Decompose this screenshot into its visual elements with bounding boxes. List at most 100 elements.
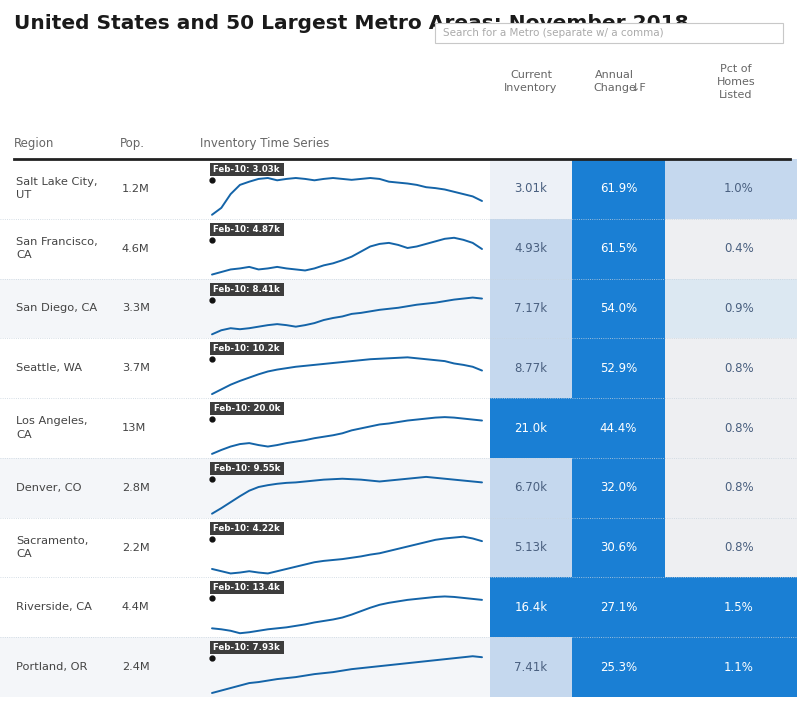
Text: 4.6M: 4.6M xyxy=(122,244,150,253)
Text: 4.4M: 4.4M xyxy=(122,602,150,612)
Text: 16.4k: 16.4k xyxy=(514,601,548,614)
Text: 44.4%: 44.4% xyxy=(600,421,637,435)
Text: 13M: 13M xyxy=(122,423,147,433)
Bar xyxy=(0,578,490,637)
Text: Pop.: Pop. xyxy=(120,138,145,150)
Text: Feb-10: 9.55k: Feb-10: 9.55k xyxy=(214,464,280,473)
Bar xyxy=(0,338,490,398)
Text: 0.4%: 0.4% xyxy=(724,242,754,255)
Bar xyxy=(572,338,665,398)
Text: Feb-10: 4.87k: Feb-10: 4.87k xyxy=(214,225,281,234)
Text: 1.0%: 1.0% xyxy=(724,183,754,195)
Bar xyxy=(572,219,665,279)
Text: 2.4M: 2.4M xyxy=(122,662,150,672)
Text: 7.17k: 7.17k xyxy=(514,302,548,315)
Bar xyxy=(665,398,797,458)
FancyBboxPatch shape xyxy=(210,462,284,475)
Text: Denver, CO: Denver, CO xyxy=(16,483,81,493)
FancyBboxPatch shape xyxy=(210,223,284,236)
Bar xyxy=(0,159,490,219)
FancyBboxPatch shape xyxy=(210,163,284,176)
Text: 0.8%: 0.8% xyxy=(724,541,754,554)
Text: 6.70k: 6.70k xyxy=(515,482,548,494)
Bar xyxy=(0,279,490,338)
FancyBboxPatch shape xyxy=(210,522,284,535)
Text: 2.8M: 2.8M xyxy=(122,483,150,493)
Text: 0.8%: 0.8% xyxy=(724,421,754,435)
Bar xyxy=(572,578,665,637)
Text: ↓F: ↓F xyxy=(630,83,646,93)
Bar xyxy=(490,517,572,578)
Text: Salt Lake City,
UT: Salt Lake City, UT xyxy=(16,178,97,201)
Text: 3.7M: 3.7M xyxy=(122,363,150,373)
Bar xyxy=(0,398,490,458)
Text: Feb-10: 20.0k: Feb-10: 20.0k xyxy=(214,404,280,413)
Bar xyxy=(490,159,572,219)
Text: 25.3%: 25.3% xyxy=(600,661,637,674)
Text: 0.8%: 0.8% xyxy=(724,482,754,494)
Text: 52.9%: 52.9% xyxy=(600,362,637,375)
FancyBboxPatch shape xyxy=(210,343,284,355)
Text: 61.5%: 61.5% xyxy=(600,242,637,255)
Text: 21.0k: 21.0k xyxy=(515,421,548,435)
Text: Feb-10: 3.03k: Feb-10: 3.03k xyxy=(214,165,280,174)
Text: United States and 50 Largest Metro Areas: November 2018: United States and 50 Largest Metro Areas… xyxy=(14,14,689,33)
Bar xyxy=(665,279,797,338)
Bar xyxy=(490,279,572,338)
Bar xyxy=(572,159,665,219)
Bar xyxy=(490,398,572,458)
Bar xyxy=(665,517,797,578)
Bar xyxy=(665,219,797,279)
Text: Sacramento,
CA: Sacramento, CA xyxy=(16,536,88,559)
Bar xyxy=(572,517,665,578)
Text: San Francisco,
CA: San Francisco, CA xyxy=(16,237,98,260)
Text: Feb-10: 7.93k: Feb-10: 7.93k xyxy=(214,643,281,652)
Bar xyxy=(665,578,797,637)
Text: Search for a Metro (separate w/ a comma): Search for a Metro (separate w/ a comma) xyxy=(443,28,664,38)
Bar xyxy=(665,458,797,517)
Bar xyxy=(572,398,665,458)
Bar xyxy=(665,338,797,398)
Text: Portland, OR: Portland, OR xyxy=(16,662,88,672)
Text: Inventory: Inventory xyxy=(505,83,558,93)
Text: Los Angeles,
CA: Los Angeles, CA xyxy=(16,416,88,439)
Text: Seattle, WA: Seattle, WA xyxy=(16,363,82,373)
FancyBboxPatch shape xyxy=(210,581,284,595)
Text: 32.0%: 32.0% xyxy=(600,482,637,494)
Text: 7.41k: 7.41k xyxy=(514,661,548,674)
Text: 54.0%: 54.0% xyxy=(600,302,637,315)
Bar xyxy=(572,637,665,697)
Bar xyxy=(0,637,490,697)
Text: Listed: Listed xyxy=(719,90,752,100)
Text: 2.2M: 2.2M xyxy=(122,543,150,552)
FancyBboxPatch shape xyxy=(210,402,284,415)
Text: 27.1%: 27.1% xyxy=(600,601,637,614)
Bar xyxy=(490,578,572,637)
Text: Current: Current xyxy=(510,70,552,80)
Bar xyxy=(665,637,797,697)
Text: 1.1%: 1.1% xyxy=(724,661,754,674)
Bar xyxy=(490,338,572,398)
FancyBboxPatch shape xyxy=(435,23,783,43)
Text: Feb-10: 13.4k: Feb-10: 13.4k xyxy=(214,583,281,592)
Text: 30.6%: 30.6% xyxy=(600,541,637,554)
Text: Inventory Time Series: Inventory Time Series xyxy=(200,138,329,150)
Text: Riverside, CA: Riverside, CA xyxy=(16,602,92,612)
Text: 1.2M: 1.2M xyxy=(122,184,150,194)
Bar xyxy=(490,637,572,697)
Text: 5.13k: 5.13k xyxy=(515,541,548,554)
Text: Feb-10: 4.22k: Feb-10: 4.22k xyxy=(214,524,281,533)
Bar xyxy=(665,159,797,219)
FancyBboxPatch shape xyxy=(210,641,284,654)
Bar xyxy=(572,279,665,338)
Bar xyxy=(490,219,572,279)
Text: 8.77k: 8.77k xyxy=(515,362,548,375)
Text: 0.8%: 0.8% xyxy=(724,362,754,375)
Text: Annual: Annual xyxy=(595,70,634,80)
Bar xyxy=(0,517,490,578)
Text: 3.3M: 3.3M xyxy=(122,303,150,314)
Text: 4.93k: 4.93k xyxy=(515,242,548,255)
Text: San Diego, CA: San Diego, CA xyxy=(16,303,97,314)
Bar xyxy=(572,458,665,517)
Text: Homes: Homes xyxy=(717,77,756,87)
